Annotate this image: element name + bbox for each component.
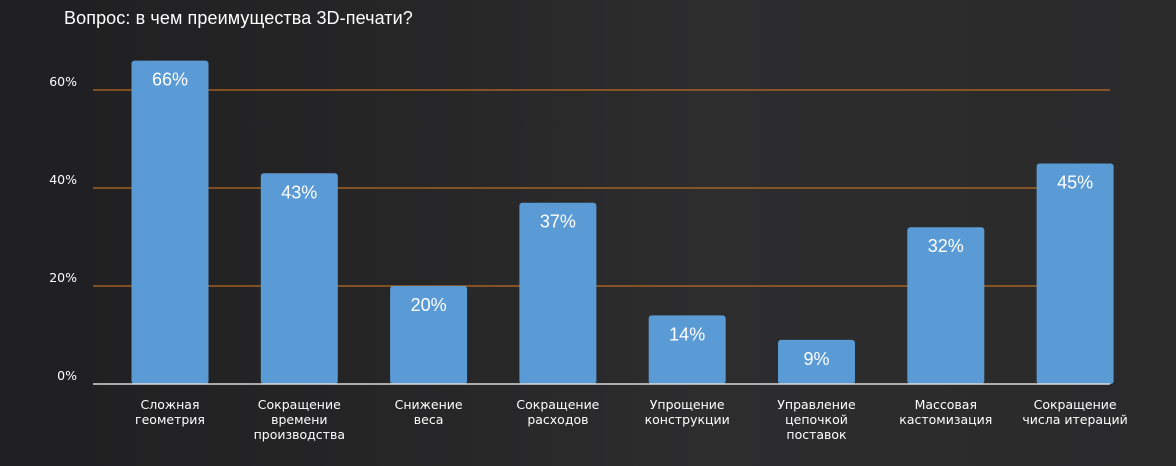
- bar: [260, 173, 338, 384]
- x-tick-label: Сложная геометрия: [135, 397, 205, 427]
- data-label: 9%: [803, 349, 829, 369]
- x-tick-label: Массовая кастомизация: [899, 397, 992, 427]
- data-label: 14%: [669, 324, 705, 344]
- bar: [648, 315, 726, 384]
- bar: [131, 60, 209, 384]
- x-tick-label: Сокращение времени производства: [254, 397, 345, 442]
- data-label: 43%: [281, 182, 317, 202]
- y-tick-label: 0%: [57, 368, 77, 383]
- y-tick-label: 40%: [49, 172, 77, 187]
- y-tick-label: 20%: [49, 270, 77, 285]
- x-tick-label: Снижение веса: [395, 397, 463, 427]
- bar: [390, 286, 468, 384]
- data-label: 32%: [928, 236, 964, 256]
- x-tick-label: Упрощение конструкции: [645, 397, 730, 427]
- bar: [519, 202, 597, 384]
- x-tick-label: Управление цепочкой поставок: [777, 397, 856, 442]
- y-tick-label: 60%: [49, 74, 77, 89]
- data-label: 66%: [152, 70, 188, 90]
- x-tick-label: Сокращение расходов: [516, 397, 599, 427]
- data-label: 45%: [1057, 173, 1093, 193]
- bar: [907, 227, 985, 384]
- bar: [1036, 163, 1114, 384]
- x-tick-label: Сокращение числа итераций: [1022, 397, 1127, 427]
- bar: [778, 339, 855, 384]
- data-label: 20%: [411, 295, 447, 315]
- data-label: 37%: [540, 212, 576, 232]
- chart-title: Вопрос: в чем преимущества 3D-печати?: [64, 8, 413, 28]
